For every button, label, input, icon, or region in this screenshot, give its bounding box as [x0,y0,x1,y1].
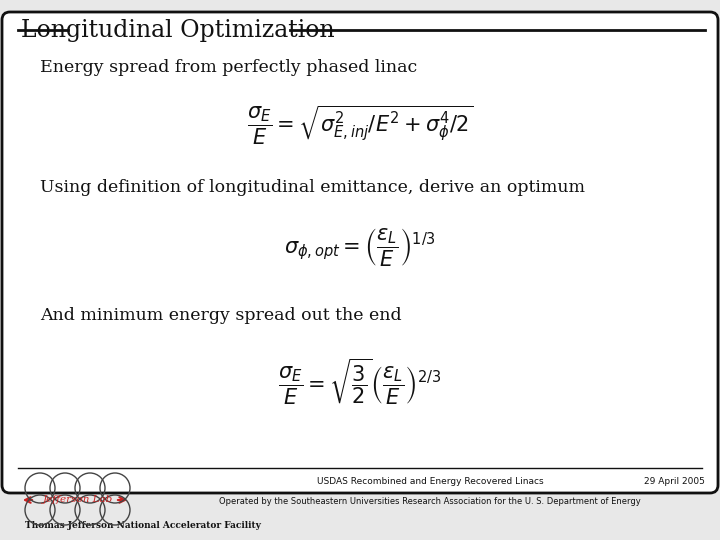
Text: Thomas Jefferson National Accelerator Facility: Thomas Jefferson National Accelerator Fa… [25,521,261,530]
Text: $\dfrac{\sigma_E}{E} = \sqrt{\dfrac{3}{2}}\left(\dfrac{\varepsilon_L}{E}\right)^: $\dfrac{\sigma_E}{E} = \sqrt{\dfrac{3}{2… [278,357,442,407]
Text: Using definition of longitudinal emittance, derive an optimum: Using definition of longitudinal emittan… [40,179,585,197]
Text: Jefferson Lab: Jefferson Lab [43,496,113,504]
Text: Energy spread from perfectly phased linac: Energy spread from perfectly phased lina… [40,59,418,77]
Text: Longitudinal Optimization: Longitudinal Optimization [21,18,335,42]
Text: USDAS Recombined and Energy Recovered Linacs: USDAS Recombined and Energy Recovered Li… [317,477,544,487]
Text: And minimum energy spread out the end: And minimum energy spread out the end [40,307,402,323]
Text: $\sigma_{\phi,opt} = \left(\dfrac{\varepsilon_L}{E}\right)^{1/3}$: $\sigma_{\phi,opt} = \left(\dfrac{\varep… [284,227,436,269]
FancyBboxPatch shape [2,12,718,493]
Text: $\dfrac{\sigma_E}{E} = \sqrt{\sigma_{E,inj}^2 / E^2 + \sigma_\phi^4 / 2}$: $\dfrac{\sigma_E}{E} = \sqrt{\sigma_{E,i… [247,103,473,147]
Text: 29 April 2005: 29 April 2005 [644,477,705,487]
Text: Operated by the Southeastern Universities Research Association for the U. S. Dep: Operated by the Southeastern Universitie… [219,497,641,507]
